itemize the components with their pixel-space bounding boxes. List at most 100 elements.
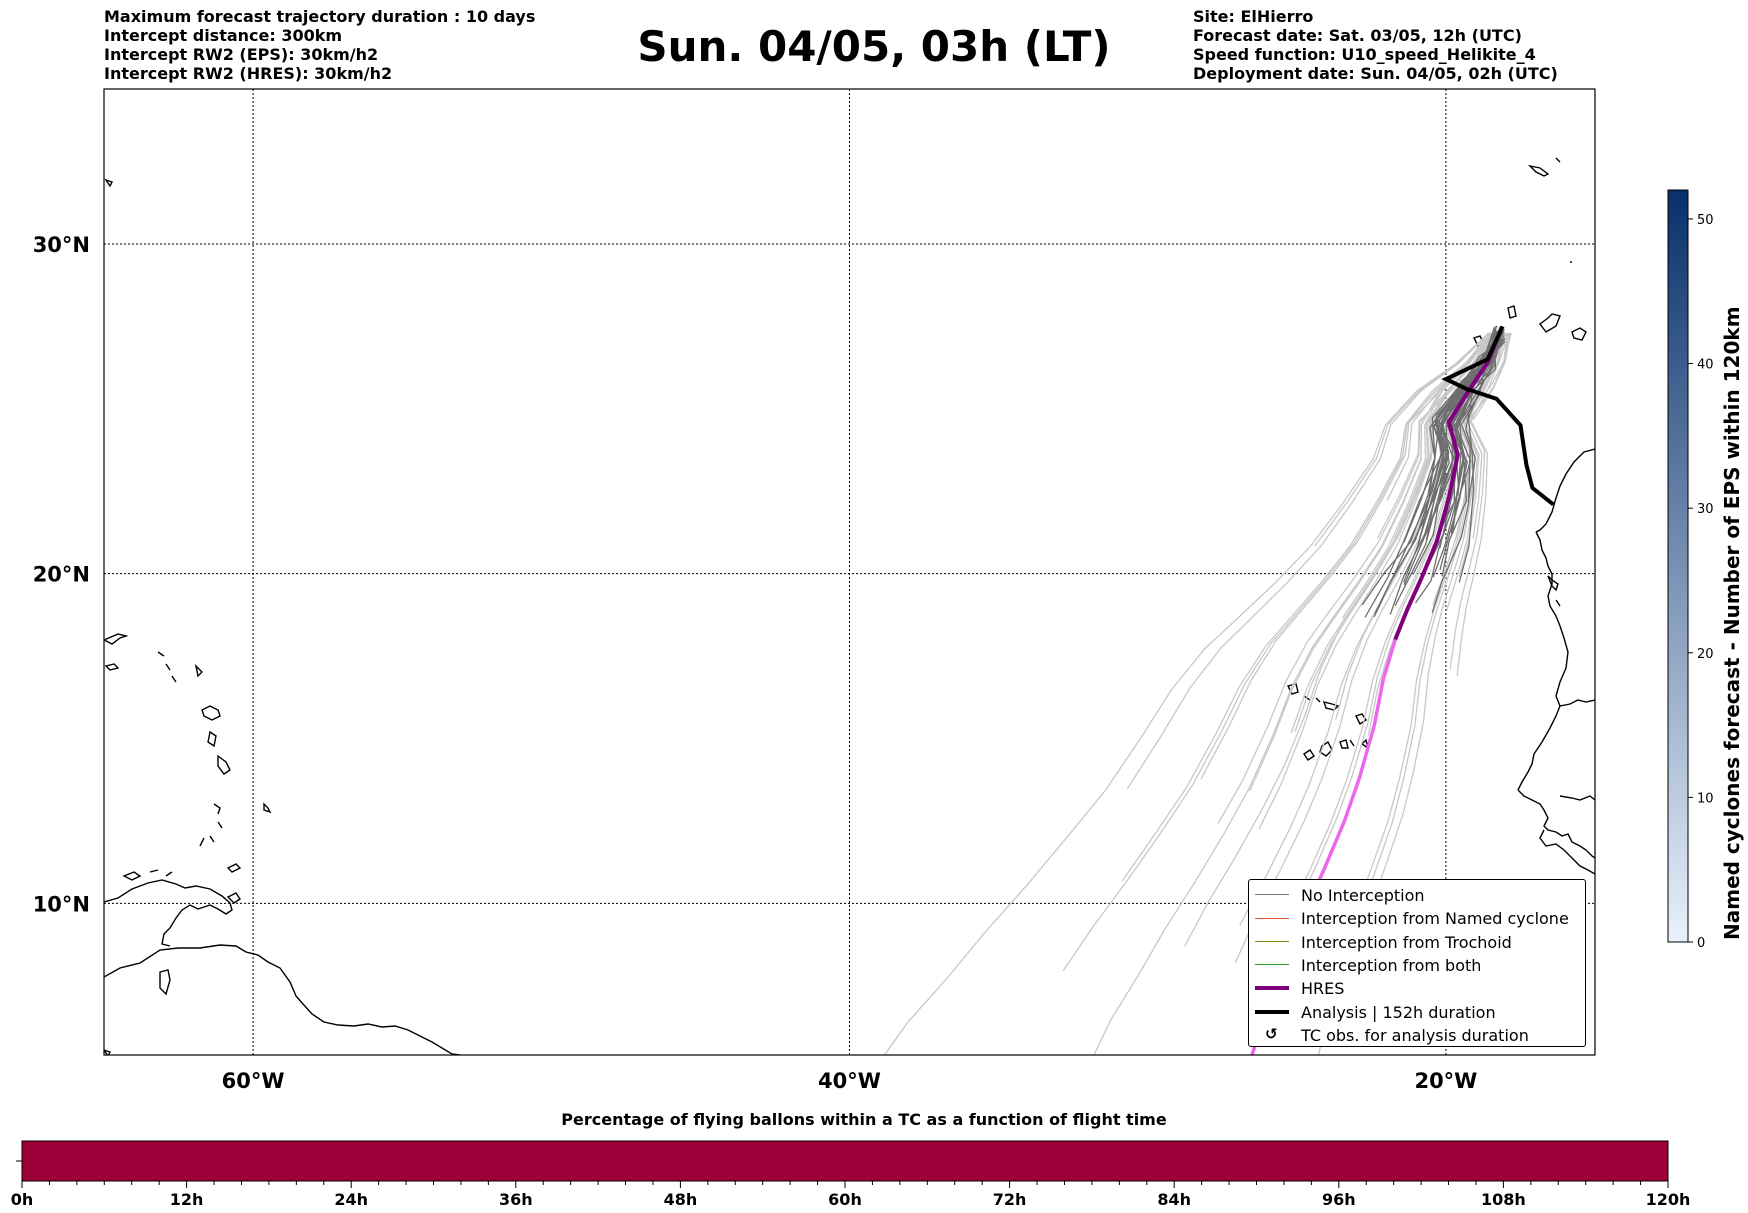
trajectory-line (1446, 332, 1500, 611)
trajectory-line (1314, 332, 1490, 547)
colorbar-tick-label: 20 (1697, 647, 1714, 662)
legend-swatch (1255, 986, 1289, 991)
hres-line (1393, 332, 1502, 641)
progress-tick-label: 24h (334, 1190, 368, 1209)
coastline-island (201, 705, 221, 721)
coastline-madeira (1527, 157, 1561, 177)
lon-tick-label: 20°W (1414, 1069, 1477, 1093)
legend: No Interception Interception from Named c… (1248, 879, 1586, 1047)
trajectory-line (1472, 332, 1509, 421)
analysis-track (1441, 325, 1555, 506)
colorbar-tick-label: 50 (1697, 213, 1714, 228)
coastline-island (104, 663, 120, 671)
coastline-africa (1559, 795, 1595, 801)
coastline-africa (1547, 575, 1561, 607)
legend-item: No Interception (1249, 884, 1585, 907)
progress-tick-label: 60h (828, 1190, 862, 1209)
header-right-line: Speed function: U10_speed_Helikite_4 (1193, 45, 1536, 64)
trajectory-line (1450, 332, 1498, 534)
trajectory-line (1456, 332, 1504, 676)
header-right-line: Deployment date: Sun. 04/05, 02h (UTC) (1193, 64, 1558, 83)
trajectory-line (1439, 328, 1496, 570)
lat-tick-label: 20°N (33, 563, 90, 587)
coastline-venezuela (104, 879, 233, 947)
coastline-island (226, 863, 242, 873)
coastline-africa (1517, 531, 1569, 791)
trajectory-line (1364, 337, 1506, 618)
coastline-africa (1559, 699, 1595, 707)
header-left-line: Intercept RW2 (EPS): 30km/h2 (104, 45, 379, 64)
progress-bar (21, 1140, 1669, 1182)
header-right-line: Forecast date: Sat. 03/05, 12h (UTC) (1193, 26, 1522, 45)
coastline-africa (1517, 789, 1595, 859)
trajectory-line (1429, 338, 1504, 504)
coastlines (104, 157, 1595, 1055)
lat-tick-label: 30°N (33, 233, 90, 257)
legend-item: ↺ TC obs. for analysis duration (1249, 1024, 1585, 1047)
coastline-island (217, 754, 231, 775)
legend-label: Interception from Named cyclone (1301, 909, 1569, 929)
trajectory-line (1062, 332, 1495, 972)
coastline-island (207, 730, 217, 748)
legend-swatch (1255, 1009, 1289, 1014)
header-left-line: Intercept distance: 300km (104, 26, 343, 45)
coastline-cape-verde (1360, 738, 1370, 750)
colorbar-ticks: 0 10 20 30 40 50 (1688, 213, 1714, 951)
coastline-island (104, 633, 129, 645)
legend-swatch (1255, 917, 1289, 919)
coastline-island (263, 802, 272, 814)
coastline-cape-verde (1303, 740, 1333, 761)
colorbar-tick-label: 40 (1697, 358, 1714, 373)
progress-tick-label: 108h (1481, 1190, 1526, 1209)
lat-tick-label: 10°N (33, 892, 90, 916)
header-left-line: Intercept RW2 (HRES): 30km/h2 (104, 64, 393, 83)
progress-tick-label: 12h (170, 1190, 204, 1209)
trajectory-line (1389, 325, 1498, 583)
trajectory-line (1352, 332, 1500, 918)
coastline-island (157, 651, 203, 683)
progress-tick-label: 36h (499, 1190, 533, 1209)
coastline-south-america (104, 944, 461, 1055)
coastline-island (104, 1049, 111, 1055)
trajectory-line (1403, 332, 1501, 543)
legend-label: HRES (1301, 979, 1345, 999)
coastline-island (159, 969, 171, 996)
trajectory-line (1217, 332, 1499, 824)
trajectory-line (1458, 334, 1503, 583)
analysis-line (1441, 325, 1555, 506)
progress-tick-label: 96h (1322, 1190, 1356, 1209)
legend-label: Interception from Trochoid (1301, 932, 1512, 952)
progress-tick-label: 72h (993, 1190, 1027, 1209)
trajectory-line (1439, 339, 1505, 549)
coastline-cape-verde (1339, 713, 1367, 749)
legend-item: Analysis | 152h duration (1249, 1001, 1585, 1024)
progress-tick-label: 48h (664, 1190, 698, 1209)
progress-title: Percentage of flying ballons within a TC… (561, 1110, 1167, 1129)
coastline-island (122, 869, 173, 881)
lon-tick-label: 60°W (222, 1069, 285, 1093)
colorbar-tick-label: 10 (1697, 791, 1714, 806)
header-left-line: Maximum forecast trajectory duration : 1… (104, 7, 536, 26)
legend-item: Interception from Named cyclone (1249, 907, 1585, 930)
coastline-island (199, 803, 223, 847)
legend-item: Interception from Trochoid (1249, 931, 1585, 954)
progress-tick-label: 120h (1646, 1190, 1691, 1209)
legend-swatch (1255, 940, 1289, 942)
legend-label: Analysis | 152h duration (1301, 1002, 1496, 1022)
trajectory-line (883, 332, 1490, 1055)
colorbar (1667, 189, 1689, 943)
progress-ticks: 0h 12h 24h 36h 48h 60h 72h 84h 96h 108h 120h (11, 1181, 1691, 1209)
cyclone-icon: ↺ (1265, 1024, 1278, 1043)
lon-tick-label: 40°W (818, 1069, 881, 1093)
progress-tick-label: 0h (11, 1190, 34, 1209)
trajectory-line (1121, 332, 1492, 882)
header-right-info: Site: ElHierro Forecast date: Sat. 03/05… (1193, 7, 1558, 83)
coastline-africa (1535, 448, 1595, 533)
header-right-line: Site: ElHierro (1193, 7, 1314, 26)
legend-label: No Interception (1301, 886, 1425, 905)
colorbar-tick-label: 0 (1697, 936, 1705, 951)
legend-item: Interception from both (1249, 954, 1585, 977)
page-title: Sun. 04/05, 03h (LT) (637, 22, 1111, 71)
header-left-info: Maximum forecast trajectory duration : 1… (104, 7, 535, 83)
